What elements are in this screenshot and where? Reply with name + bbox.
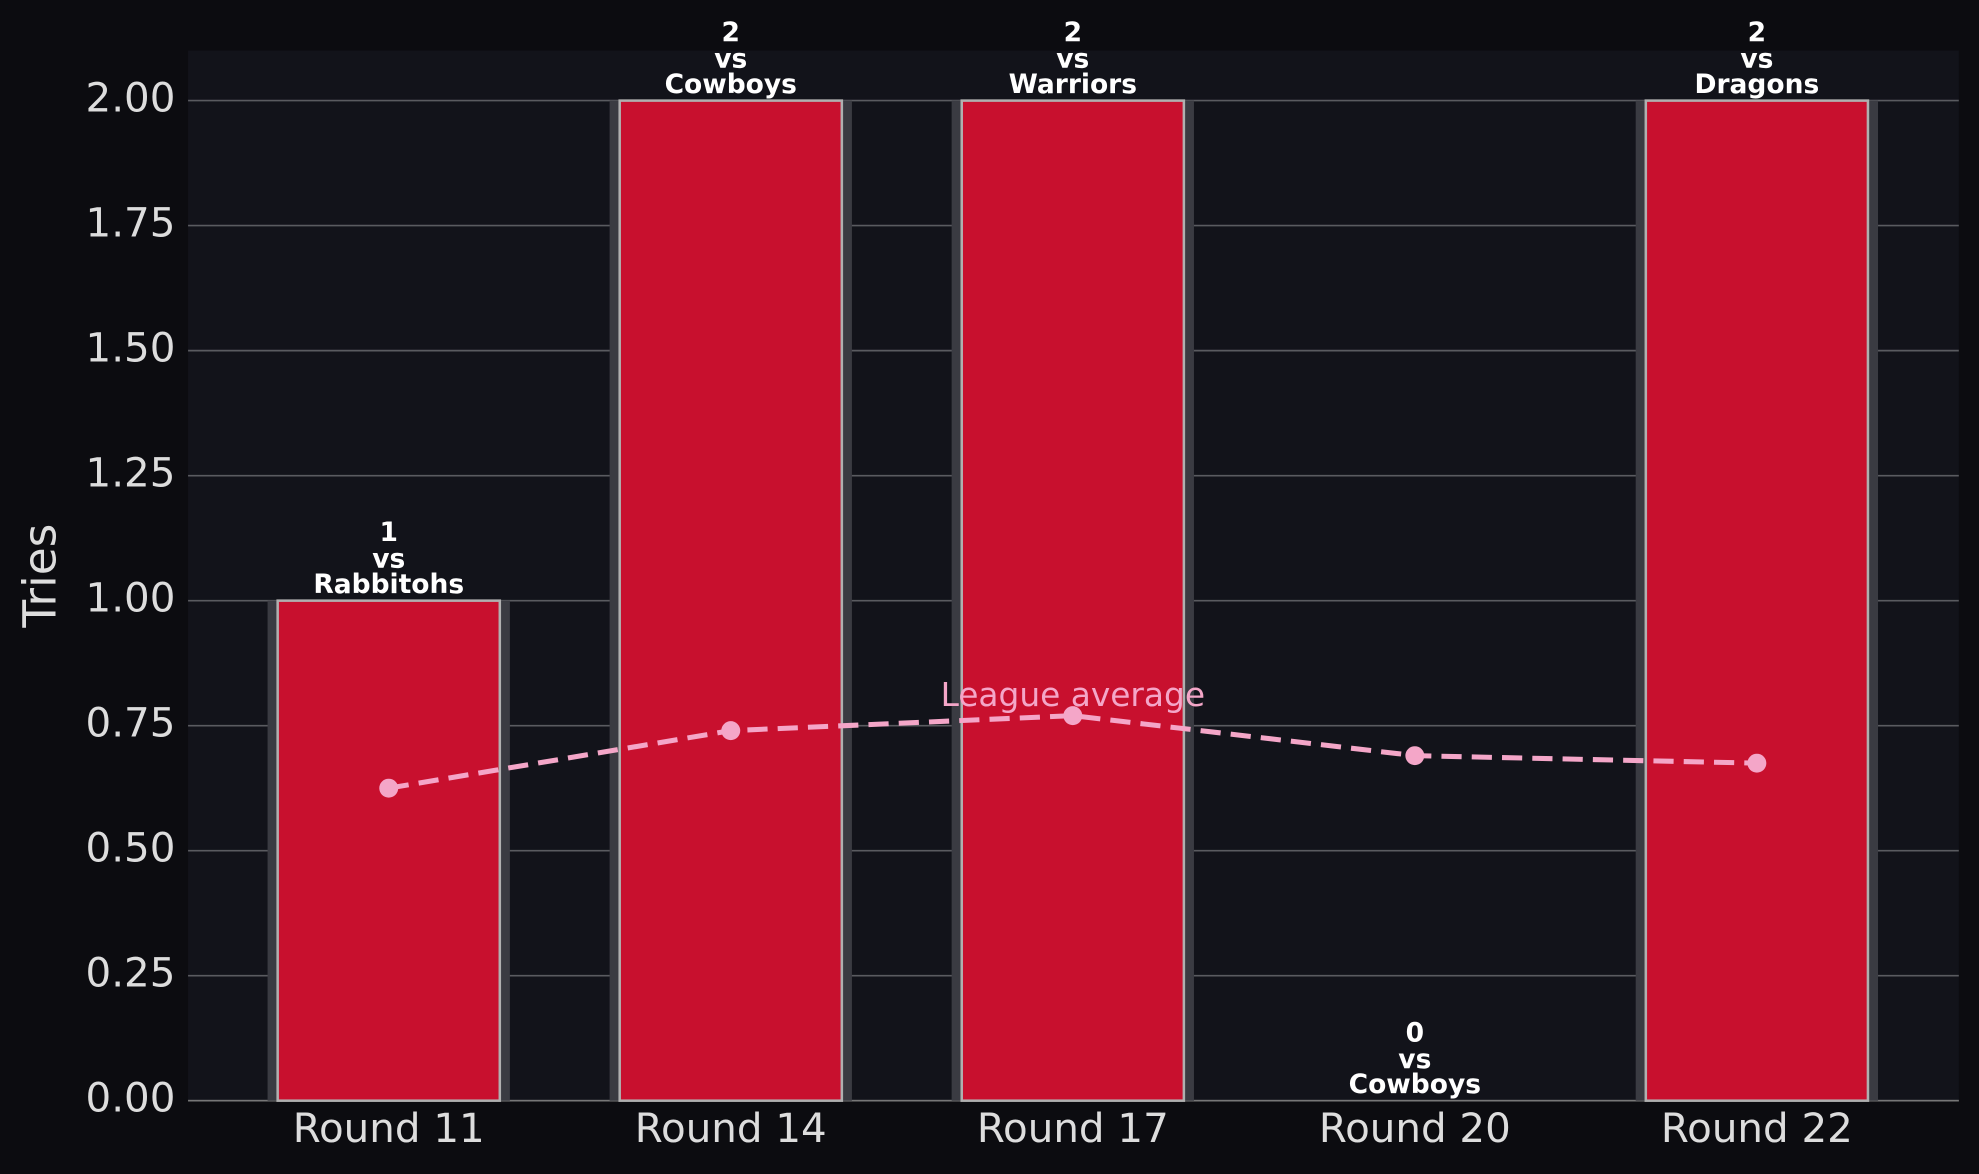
x-tick-label: Round 14 <box>635 1105 827 1152</box>
bar-opponent-label: vs <box>714 44 747 75</box>
y-tick-label: 0.25 <box>86 950 176 997</box>
x-tick-label: Round 11 <box>293 1105 485 1152</box>
bar <box>960 99 1186 1102</box>
bar-opponent-label: vs <box>1740 44 1773 75</box>
average-point <box>1405 746 1425 766</box>
average-point <box>1063 706 1083 726</box>
bar-value-label: 1 <box>380 517 398 548</box>
bar-value-label: 2 <box>722 17 740 48</box>
average-line <box>388 713 1757 791</box>
bar-opponent-label: Dragons <box>1694 69 1819 100</box>
average-point <box>1747 753 1767 773</box>
average-label: League average <box>941 676 1205 714</box>
bar-opponent-label: Rabbitohs <box>313 569 464 600</box>
y-tick-label: 1.50 <box>86 325 176 372</box>
y-tick-label: 0.75 <box>86 700 176 747</box>
bar-value-label: 2 <box>1748 17 1766 48</box>
bar-value-label: 0 <box>1406 1017 1424 1048</box>
y-tick-label: 2.00 <box>86 75 176 122</box>
y-tick-label: 1.25 <box>86 450 176 497</box>
bar-value-label: 2 <box>1064 17 1082 48</box>
y-axis-label: Tries <box>13 524 66 629</box>
x-tick-label: Round 20 <box>1319 1105 1511 1152</box>
bar <box>618 99 844 1102</box>
bar-opponent-label: vs <box>1056 44 1089 75</box>
y-tick-label: 1.00 <box>86 575 176 622</box>
average-point <box>721 721 741 741</box>
bar <box>1644 99 1870 1102</box>
y-tick-label: 0.50 <box>86 825 176 872</box>
y-tick-label: 1.75 <box>86 200 176 247</box>
bar-opponent-label: Warriors <box>1009 69 1137 100</box>
bar-opponent-label: Cowboys <box>1349 1069 1481 1100</box>
bar-opponent-label: vs <box>372 544 405 575</box>
y-tick-label: 0.00 <box>86 1075 176 1122</box>
bar-opponent-label: Cowboys <box>665 69 797 100</box>
bar <box>276 599 502 1102</box>
x-tick-label: Round 22 <box>1661 1105 1853 1152</box>
x-tick-label: Round 17 <box>977 1105 1169 1152</box>
bar-opponent-label: vs <box>1398 1044 1431 1075</box>
average-point <box>379 778 399 798</box>
